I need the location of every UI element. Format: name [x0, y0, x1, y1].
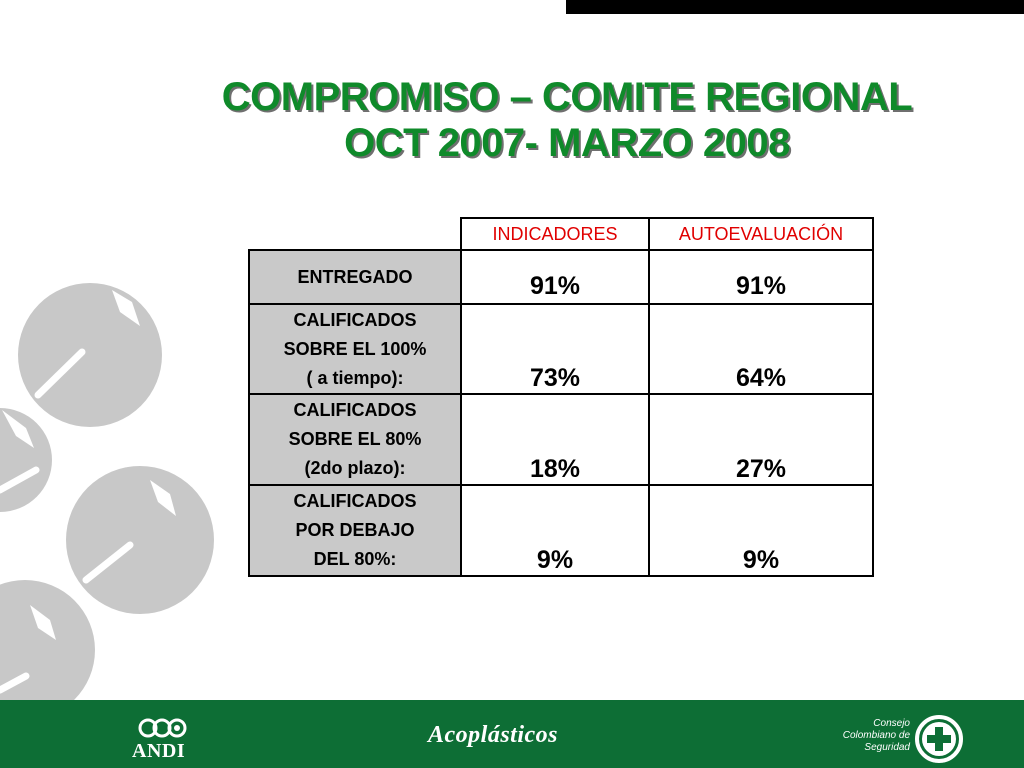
page-title: COMPROMISO – COMITE REGIONAL OCT 2007- M… [110, 74, 1024, 166]
row-label-line: CALIFICADOS [293, 491, 417, 511]
results-table: INDICADORES AUTOEVALUACIÓN ENTREGADO 91%… [248, 217, 874, 577]
row-label-line: CALIFICADOS [293, 400, 417, 420]
andi-logo-icon [138, 718, 187, 738]
row-label-line: SOBRE EL 100% [283, 338, 427, 359]
row-label: CALIFICADOS SOBRE EL 100% ( a tiempo): [248, 303, 462, 395]
acoplasticos-logo: Acoplásticos [428, 722, 558, 748]
ccs-logo-text: Consejo Colombiano de Seguridad [810, 718, 910, 754]
ccs-line: Consejo [873, 718, 910, 729]
autoevaluacion-value: 27% [648, 393, 874, 486]
indicadores-value: 18% [460, 393, 650, 486]
indicadores-value: 73% [460, 303, 650, 395]
row-label: ENTREGADO [248, 249, 462, 305]
autoevaluacion-value: 64% [648, 303, 874, 395]
row-label-line: ( a tiempo): [306, 367, 404, 388]
autoevaluacion-value: 9% [648, 484, 874, 577]
ccs-line: Seguridad [864, 742, 910, 753]
table-row: CALIFICADOS POR DEBAJO DEL 80%: 9% 9% [248, 484, 874, 577]
header-blank-cell [249, 218, 461, 250]
row-label-line: CALIFICADOS [293, 309, 417, 330]
row-label-line: ENTREGADO [297, 266, 413, 287]
row-label: CALIFICADOS SOBRE EL 80% (2do plazo): [248, 393, 462, 486]
top-black-bar [566, 0, 1024, 14]
row-label-line: POR DEBAJO [295, 520, 415, 540]
title-line-2: OCT 2007- MARZO 2008 [344, 121, 790, 165]
row-label-line: SOBRE EL 80% [288, 429, 422, 449]
title-line-1: COMPROMISO – COMITE REGIONAL [221, 75, 913, 119]
indicadores-value: 9% [460, 484, 650, 577]
indicadores-value: 91% [460, 249, 650, 305]
andi-logo-text: ANDI [132, 740, 186, 762]
ccs-line: Colombiano de [842, 730, 910, 741]
autoevaluacion-value: 91% [648, 249, 874, 305]
table-row: CALIFICADOS SOBRE EL 80% (2do plazo): 18… [248, 393, 874, 486]
header-indicadores: INDICADORES [460, 217, 650, 251]
row-label-line: DEL 80%: [313, 549, 397, 569]
row-label: CALIFICADOS POR DEBAJO DEL 80%: [248, 484, 462, 577]
decorative-circles [0, 283, 214, 700]
table-header-row: INDICADORES AUTOEVALUACIÓN [249, 217, 874, 251]
ccs-cross-icon [915, 715, 963, 763]
table-row: CALIFICADOS SOBRE EL 100% ( a tiempo): 7… [248, 303, 874, 395]
row-label-line: (2do plazo): [304, 458, 406, 478]
table-row: ENTREGADO 91% 91% [248, 249, 874, 305]
header-autoevaluacion: AUTOEVALUACIÓN [648, 217, 874, 251]
